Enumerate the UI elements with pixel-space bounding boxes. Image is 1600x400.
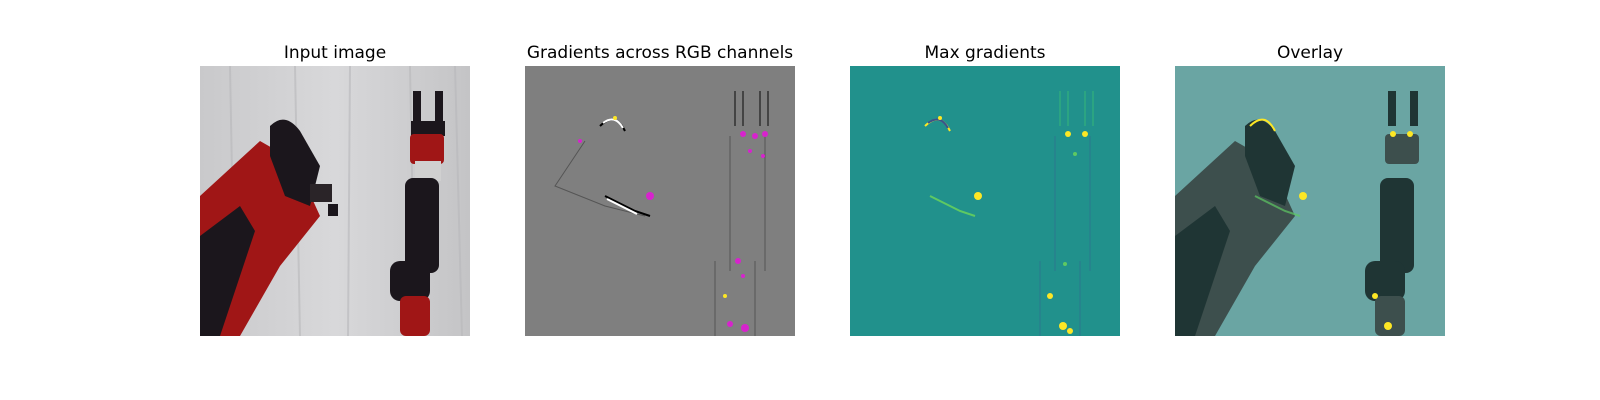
panel-title-overlay: Overlay: [1276, 43, 1344, 63]
panel-overlay: Overlay: [1175, 40, 1445, 336]
panel-gradients-rgb: Gradients across RGB channels: [525, 40, 795, 336]
panel-title-input-image: Input image: [283, 43, 387, 63]
panel-title-max-gradients: Max gradients: [924, 43, 1046, 63]
input-image: [200, 66, 470, 336]
max-gradients-image: [850, 66, 1120, 336]
panel-title-gradients-rgb: Gradients across RGB channels: [526, 43, 794, 63]
panel-input-image: Input image: [200, 40, 470, 336]
overlay-image: [1175, 66, 1445, 336]
overlay-map-icon: [1175, 66, 1445, 336]
gradient-map-viridis-icon: [850, 66, 1120, 336]
panel-max-gradients: Max gradients: [850, 40, 1120, 336]
gradient-map-rgb-icon: [525, 66, 795, 336]
gradients-rgb-image: [525, 66, 795, 336]
robot-arm-photo-icon: [200, 66, 470, 336]
